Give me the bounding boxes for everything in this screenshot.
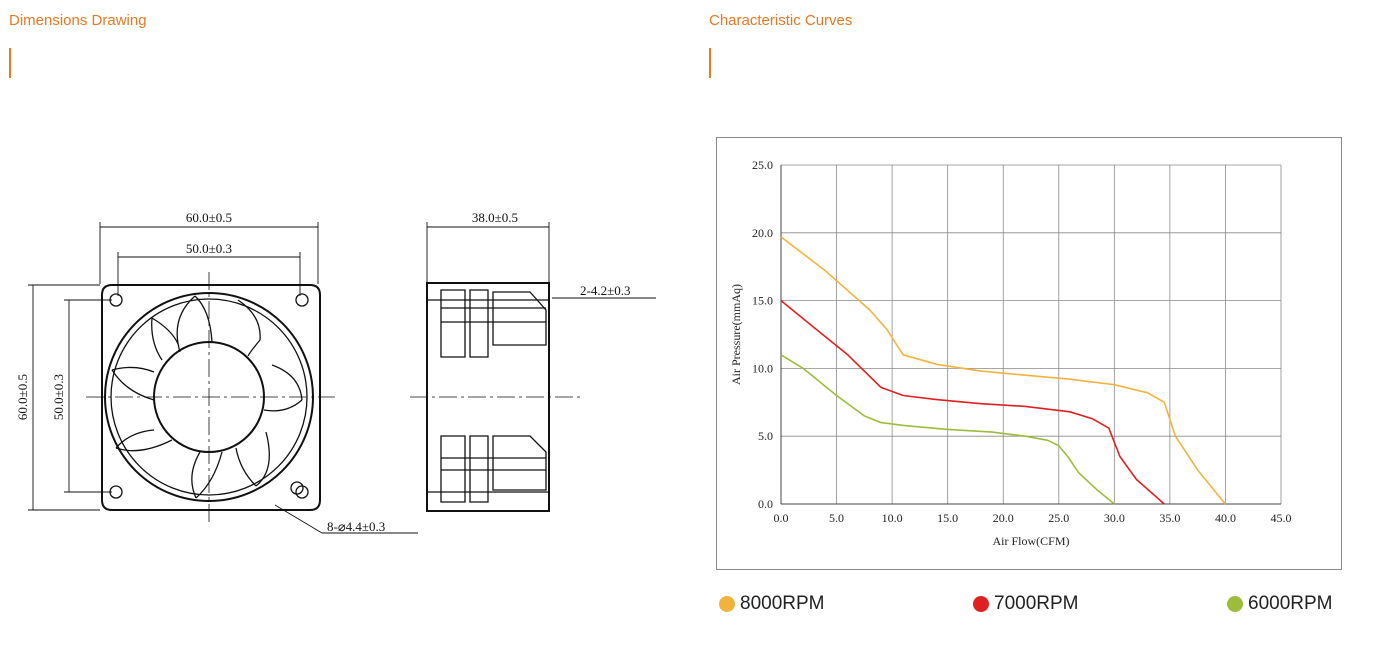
y-tick-label: 25.0 — [752, 158, 773, 172]
depth-label: 38.0±0.5 — [472, 210, 518, 225]
dimensions-drawing-title: Dimensions Drawing — [9, 12, 147, 29]
x-tick-label: 30.0 — [1104, 511, 1125, 525]
x-tick-label: 20.0 — [993, 511, 1014, 525]
legend-item-6000rpm: 6000RPM — [1227, 592, 1333, 616]
chart-series — [780, 236, 1227, 505]
x-tick-label: 35.0 — [1159, 511, 1180, 525]
x-tick-label: 15.0 — [937, 511, 958, 525]
chart-grid — [780, 164, 1282, 505]
y-tick-label: 10.0 — [752, 361, 773, 375]
y-tick-label: 0.0 — [758, 497, 773, 511]
series-line-8000rpm — [780, 236, 1227, 505]
legend-label-6000rpm: 6000RPM — [1248, 593, 1333, 614]
legend-item-7000rpm: 7000RPM — [973, 592, 1079, 616]
legend-dot-8000rpm — [719, 596, 735, 612]
front-centerlines — [86, 272, 582, 525]
curves-accent-bar — [709, 48, 711, 78]
y-tick-label: 15.0 — [752, 294, 773, 308]
x-tick-label: 25.0 — [1048, 511, 1069, 525]
characteristic-curves-title: Characteristic Curves — [709, 12, 853, 29]
legend-dot-6000rpm — [1227, 596, 1243, 612]
x-axis-label: Air Flow(CFM) — [992, 534, 1069, 548]
legend-item-8000rpm: 8000RPM — [719, 592, 825, 616]
chart-ticks: 0.0 5.0 10.0 15.0 20.0 25.0 30.0 35.0 40.0 45.0 0.… — [752, 158, 1292, 525]
series-line-7000rpm — [780, 299, 1165, 505]
dimensions-accent-bar — [9, 48, 11, 78]
width-outer-label: 60.0±0.5 — [186, 210, 232, 225]
side-view — [426, 282, 550, 512]
side-dimension-lines — [426, 222, 656, 299]
x-tick-label: 40.0 — [1215, 511, 1236, 525]
legend-label-7000rpm: 7000RPM — [994, 593, 1079, 614]
front-view — [101, 284, 321, 511]
x-tick-label: 5.0 — [829, 511, 844, 525]
chart-svg: 0.0 5.0 10.0 15.0 20.0 25.0 30.0 35.0 40.0 45.0 0.… — [729, 158, 1292, 548]
series-line-6000rpm — [780, 354, 1115, 505]
mount-hole-label: 8-⌀4.4±0.3 — [327, 519, 385, 534]
y-axis-label: Air Pressure(mmAq) — [729, 284, 743, 385]
x-tick-label: 0.0 — [774, 511, 789, 525]
legend-label-8000rpm: 8000RPM — [740, 593, 825, 614]
y-tick-label: 20.0 — [752, 226, 773, 240]
dimensions-drawing: 60.0±0.5 50.0±0.3 60.0±0.5 50.0±0.3 8-⌀4… — [15, 210, 656, 534]
height-outer-label: 60.0±0.5 — [15, 374, 30, 420]
x-tick-label: 45.0 — [1271, 511, 1292, 525]
width-inner-label: 50.0±0.3 — [186, 241, 232, 256]
legend-dot-7000rpm — [973, 596, 989, 612]
height-inner-label: 50.0±0.3 — [51, 374, 66, 420]
tab-hole-label: 2-4.2±0.3 — [580, 283, 630, 298]
x-tick-label: 10.0 — [882, 511, 903, 525]
front-dimension-lines — [28, 222, 418, 534]
y-tick-label: 5.0 — [758, 429, 773, 443]
characteristic-curves-chart: 0.0 5.0 10.0 15.0 20.0 25.0 30.0 35.0 40.0 45.0 0.… — [716, 137, 1342, 570]
